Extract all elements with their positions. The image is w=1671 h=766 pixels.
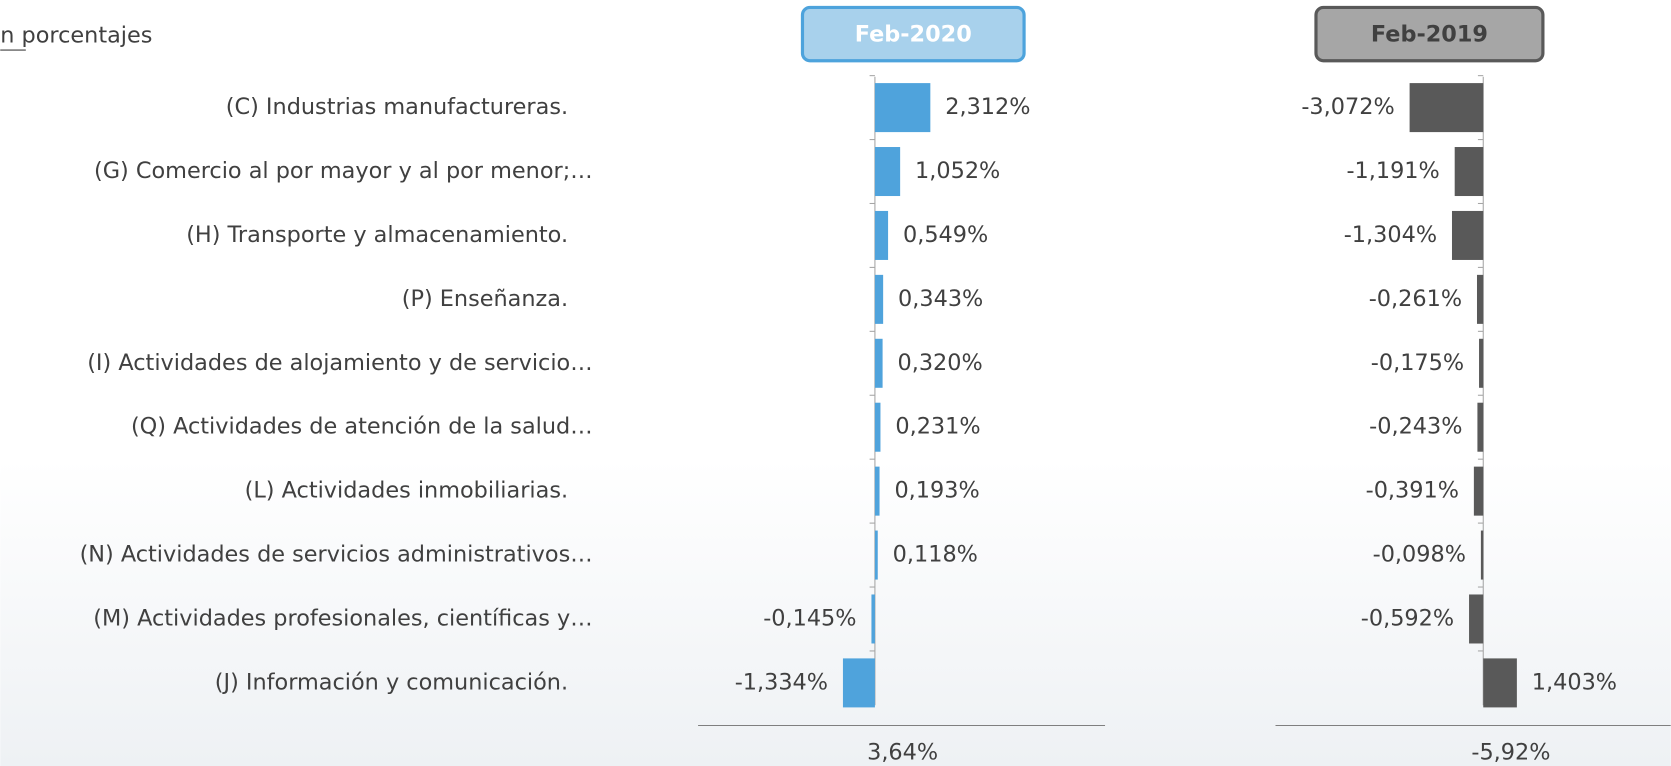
value-label: 0,118% [893, 542, 978, 568]
bar [1477, 402, 1484, 452]
value-label: 0,343% [898, 286, 983, 312]
category-label: (N) Actividades de servicios administrat… [80, 542, 593, 568]
bar [1479, 338, 1484, 388]
total-label: -5,92% [1471, 740, 1550, 766]
bar [874, 402, 881, 452]
value-label: -1,304% [1344, 222, 1437, 248]
value-label: 0,231% [895, 414, 980, 440]
subtitle: n porcentajes [0, 23, 152, 49]
value-label: -0,592% [1361, 605, 1454, 631]
category-label: (I) Actividades de alojamiento y de serv… [87, 350, 592, 376]
value-label: -3,072% [1301, 94, 1394, 120]
bar [1473, 466, 1484, 516]
bar [874, 147, 901, 197]
value-label: -0,175% [1371, 350, 1464, 376]
value-label: 1,403% [1532, 669, 1617, 695]
category-label: (C) Industrias manufactureras. [226, 94, 568, 120]
bar [1454, 147, 1484, 197]
bar [1451, 210, 1484, 260]
value-label: -0,145% [763, 605, 856, 631]
bar [1480, 530, 1484, 580]
category-label: (Q) Actividades de atención de la salud… [131, 414, 593, 440]
bar [874, 530, 878, 580]
category-label: (M) Actividades profesionales, científic… [93, 605, 592, 631]
bar [1469, 594, 1484, 644]
category-label: (G) Comercio al por mayor y al por menor… [94, 158, 593, 184]
bar [874, 210, 889, 260]
category-label: (P) Enseñanza. [402, 286, 568, 312]
total-label: 3,64% [867, 740, 938, 766]
value-label: 2,312% [945, 94, 1030, 120]
category-label: (J) Información y comunicación. [215, 669, 568, 695]
value-label: 1,052% [915, 158, 1000, 184]
category-label: (L) Actividades inmobiliarias. [245, 478, 568, 504]
header-box [1314, 5, 1545, 63]
value-label: 0,320% [898, 350, 983, 376]
bar [842, 658, 875, 708]
value-label: -1,334% [735, 669, 828, 695]
category-label: (H) Transporte y almacenamiento. [186, 222, 568, 248]
value-label: 0,549% [903, 222, 988, 248]
value-label: -0,098% [1373, 542, 1466, 568]
value-label: -0,243% [1369, 414, 1462, 440]
bar [871, 594, 875, 644]
bar [874, 466, 880, 516]
value-label: -0,391% [1366, 478, 1459, 504]
value-label: -1,191% [1346, 158, 1439, 184]
bar [1409, 83, 1484, 133]
bar [1476, 274, 1484, 324]
legend-label: Feb-2019 [1371, 22, 1488, 48]
header-box [800, 5, 1026, 63]
bar [874, 338, 883, 388]
bar [874, 83, 931, 133]
legend-label: Feb-2020 [855, 22, 972, 48]
bar [1483, 658, 1517, 708]
value-label: 0,193% [894, 478, 979, 504]
bar [874, 274, 884, 324]
value-label: -0,261% [1369, 286, 1462, 312]
